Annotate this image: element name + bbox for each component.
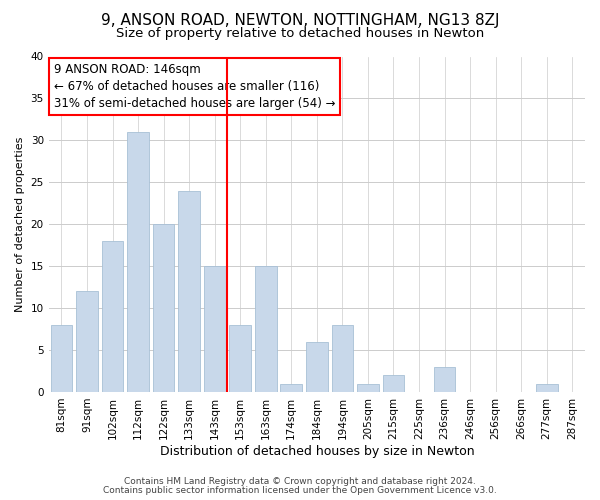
Bar (434, 367, 455, 392)
Bar (204, 266, 226, 392)
Bar (76, 292, 98, 392)
Bar (306, 342, 328, 392)
Bar (153, 224, 175, 392)
Text: Contains HM Land Registry data © Crown copyright and database right 2024.: Contains HM Land Registry data © Crown c… (124, 477, 476, 486)
Bar (178, 190, 200, 392)
Bar (101, 241, 124, 392)
Bar (332, 325, 353, 392)
Bar (50, 325, 72, 392)
Y-axis label: Number of detached properties: Number of detached properties (15, 136, 25, 312)
Bar (536, 384, 557, 392)
X-axis label: Distribution of detached houses by size in Newton: Distribution of detached houses by size … (160, 444, 474, 458)
Bar (357, 384, 379, 392)
Bar (229, 325, 251, 392)
Text: 9, ANSON ROAD, NEWTON, NOTTINGHAM, NG13 8ZJ: 9, ANSON ROAD, NEWTON, NOTTINGHAM, NG13 … (101, 12, 499, 28)
Bar (255, 266, 277, 392)
Text: Size of property relative to detached houses in Newton: Size of property relative to detached ho… (116, 28, 484, 40)
Bar (280, 384, 302, 392)
Text: Contains public sector information licensed under the Open Government Licence v3: Contains public sector information licen… (103, 486, 497, 495)
Bar (383, 375, 404, 392)
Text: 9 ANSON ROAD: 146sqm
← 67% of detached houses are smaller (116)
31% of semi-deta: 9 ANSON ROAD: 146sqm ← 67% of detached h… (54, 63, 335, 110)
Bar (127, 132, 149, 392)
